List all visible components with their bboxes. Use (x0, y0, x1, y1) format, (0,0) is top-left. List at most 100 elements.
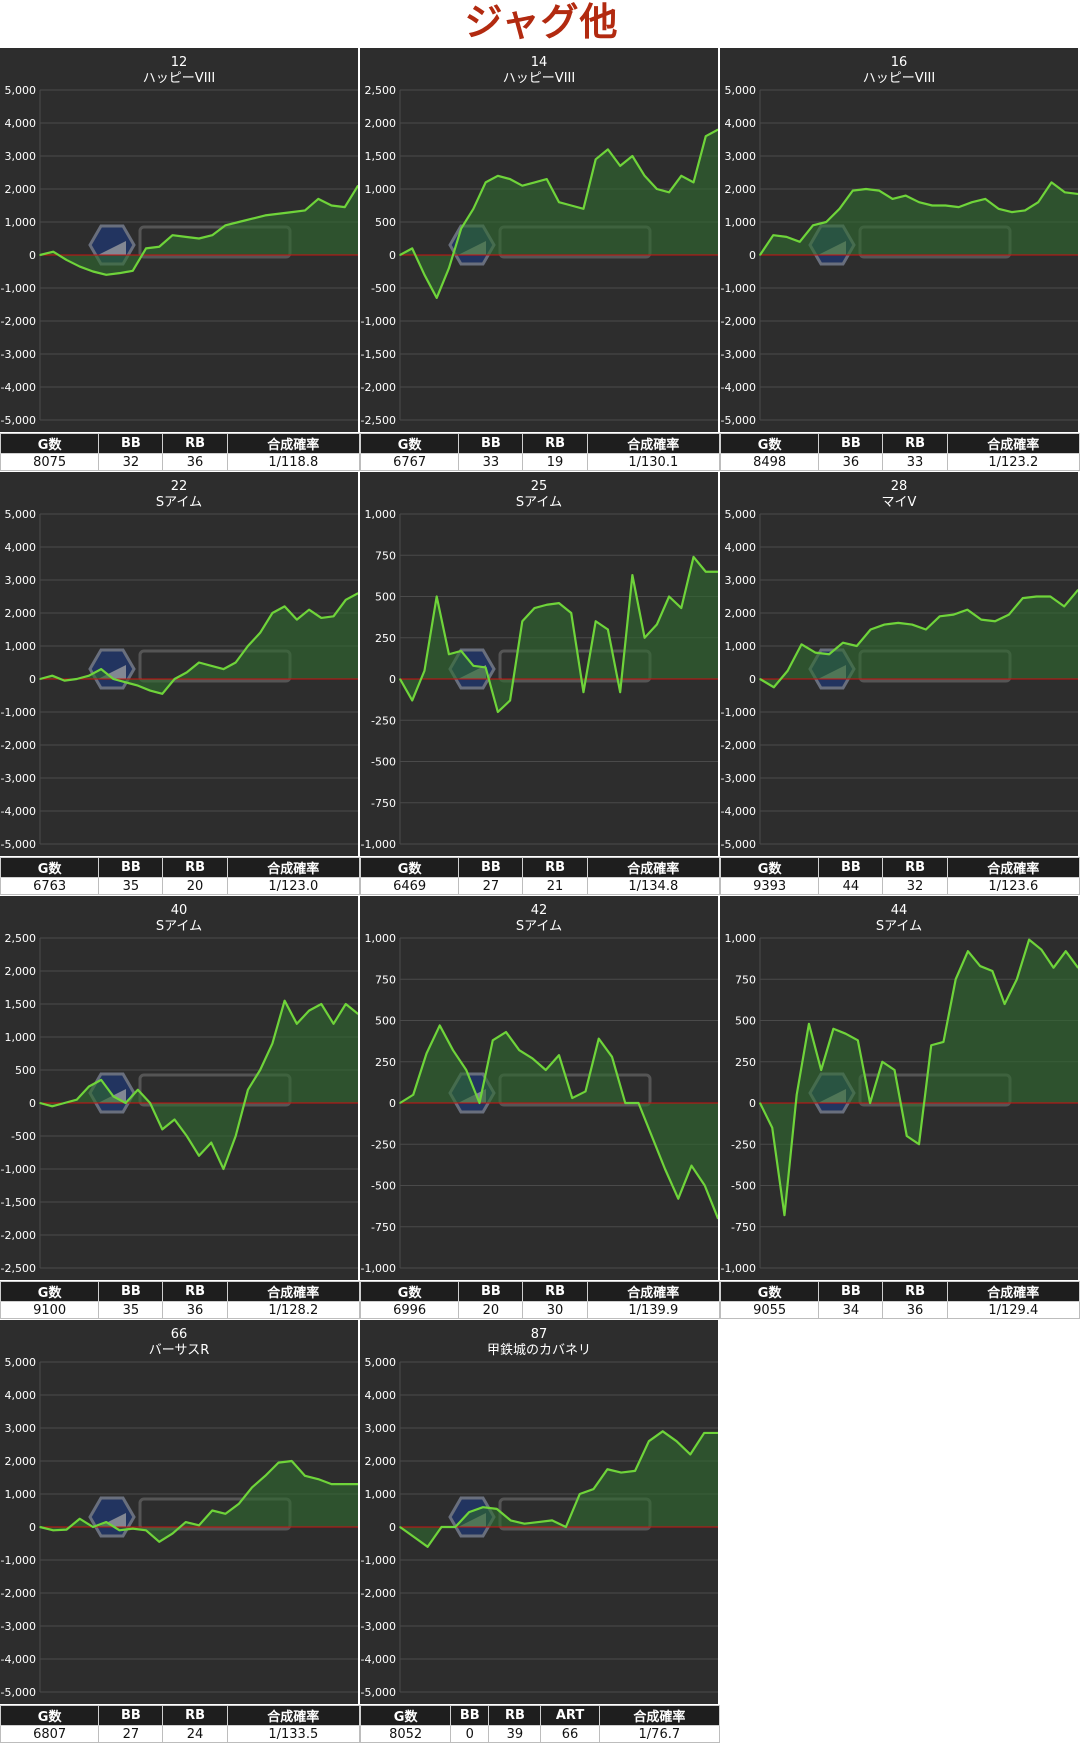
data-point (435, 595, 438, 598)
data-point (1077, 966, 1078, 969)
y-tick-label: -4,000 (1, 1653, 36, 1666)
y-tick-label: 5,000 (5, 508, 37, 521)
data-point (690, 1164, 693, 1167)
stats-header-cell: RB (162, 1281, 228, 1302)
stats-value-cell: 20 (162, 877, 228, 895)
stats-value-cell: 9055 (719, 1301, 820, 1319)
logo-accent-shape (98, 241, 126, 255)
chart-panel: 87 甲鉄城のカバネリ 5,000 4,000 3,000 2,000 1,000 0 -1,0… (359, 1320, 721, 1743)
stats-value-cell: 6763 (0, 877, 100, 895)
data-point (290, 211, 293, 213)
data-point (460, 227, 462, 230)
data-point (185, 671, 188, 674)
y-tick-label: 1,000 (365, 1488, 397, 1501)
data-point (75, 678, 78, 680)
data-point (88, 674, 90, 677)
data-point (440, 1526, 443, 1528)
data-point (631, 574, 634, 576)
data-point (677, 1197, 680, 1200)
stats-value-cell: 1/123.0 (226, 877, 361, 895)
data-point (521, 184, 524, 187)
data-point (611, 1056, 613, 1058)
y-tick-label: 5,000 (5, 1356, 37, 1369)
stats-header-cell: RB (882, 433, 948, 454)
stats-value-cell: 1/128.2 (226, 1301, 361, 1319)
y-tick-label: -1,000 (361, 315, 396, 328)
data-point (75, 1098, 78, 1101)
data-point (558, 1054, 560, 1056)
data-point (118, 272, 121, 274)
y-tick-label: -2,500 (361, 414, 396, 427)
data-point (320, 617, 323, 619)
data-point (584, 1090, 587, 1093)
data-point (893, 1069, 896, 1071)
y-tick-label: 1,000 (365, 183, 397, 196)
stats-header-cell: BB (450, 1705, 490, 1726)
data-point (771, 1126, 774, 1129)
data-point (478, 1102, 481, 1104)
area-fill (400, 129, 718, 298)
data-point (772, 234, 775, 236)
data-point (643, 636, 646, 639)
y-tick-label: -500 (371, 1180, 396, 1193)
y-tick-label: 0 (29, 673, 36, 686)
data-point (692, 181, 695, 184)
y-tick-label: 750 (735, 973, 756, 986)
data-point (308, 608, 310, 611)
data-point (565, 1526, 567, 1528)
y-tick-label: -5,000 (721, 414, 756, 427)
data-point (991, 970, 994, 972)
data-point (954, 978, 957, 981)
data-point (869, 628, 872, 631)
stats-table: G数 BB RB 合成確率 8498 36 33 1/123.2 (719, 433, 1081, 471)
data-point (131, 1527, 134, 1530)
machine-number: 44 (891, 903, 908, 918)
stats-value-cell: 33 (882, 453, 948, 471)
y-tick-label: -2,000 (1, 1587, 36, 1600)
machine-name: Sアイム (156, 495, 202, 510)
data-point (904, 194, 907, 197)
data-point (857, 1039, 859, 1042)
data-point (952, 613, 955, 616)
stats-header-cell: 合成確率 (946, 1281, 1081, 1302)
data-point (290, 1460, 293, 1462)
y-tick-label: 1,500 (365, 150, 397, 163)
data-point (173, 1118, 176, 1121)
data-point (105, 274, 108, 276)
data-point (717, 1432, 718, 1434)
stats-header-cell: G数 (0, 857, 100, 878)
chart-panel: 12 ハッピーVIII 5,000 4,000 3,000 2,000 1,000 0 -1,0… (0, 48, 361, 471)
y-tick-label: 2,500 (365, 84, 397, 97)
data-point (264, 1475, 267, 1477)
data-point (578, 1493, 581, 1495)
data-point (785, 236, 788, 238)
data-point (689, 1453, 692, 1456)
stats-value-cell: 24 (162, 1725, 228, 1743)
data-point (247, 645, 249, 647)
y-tick-label: 500 (375, 216, 396, 229)
data-point (399, 1526, 401, 1528)
y-tick-label: 0 (29, 1521, 36, 1534)
stats-value-cell: 1/123.2 (946, 453, 1081, 471)
data-point (533, 181, 536, 184)
data-point (650, 1135, 653, 1137)
data-point (158, 1541, 161, 1543)
data-point (844, 1032, 847, 1035)
stats-value-cell: 1/134.8 (586, 877, 721, 895)
y-tick-label: 0 (749, 1097, 756, 1110)
data-point (495, 1508, 498, 1510)
data-point (883, 623, 886, 626)
data-point (482, 1506, 484, 1508)
data-point (905, 1135, 908, 1137)
data-point (878, 189, 881, 192)
data-point (124, 1102, 127, 1104)
data-point (145, 247, 147, 250)
data-point (185, 1135, 188, 1137)
y-tick-label: -250 (731, 1138, 756, 1151)
data-point (643, 175, 646, 177)
data-point (619, 165, 621, 167)
y-tick-label: 5,000 (365, 1356, 397, 1369)
data-point (838, 208, 841, 210)
